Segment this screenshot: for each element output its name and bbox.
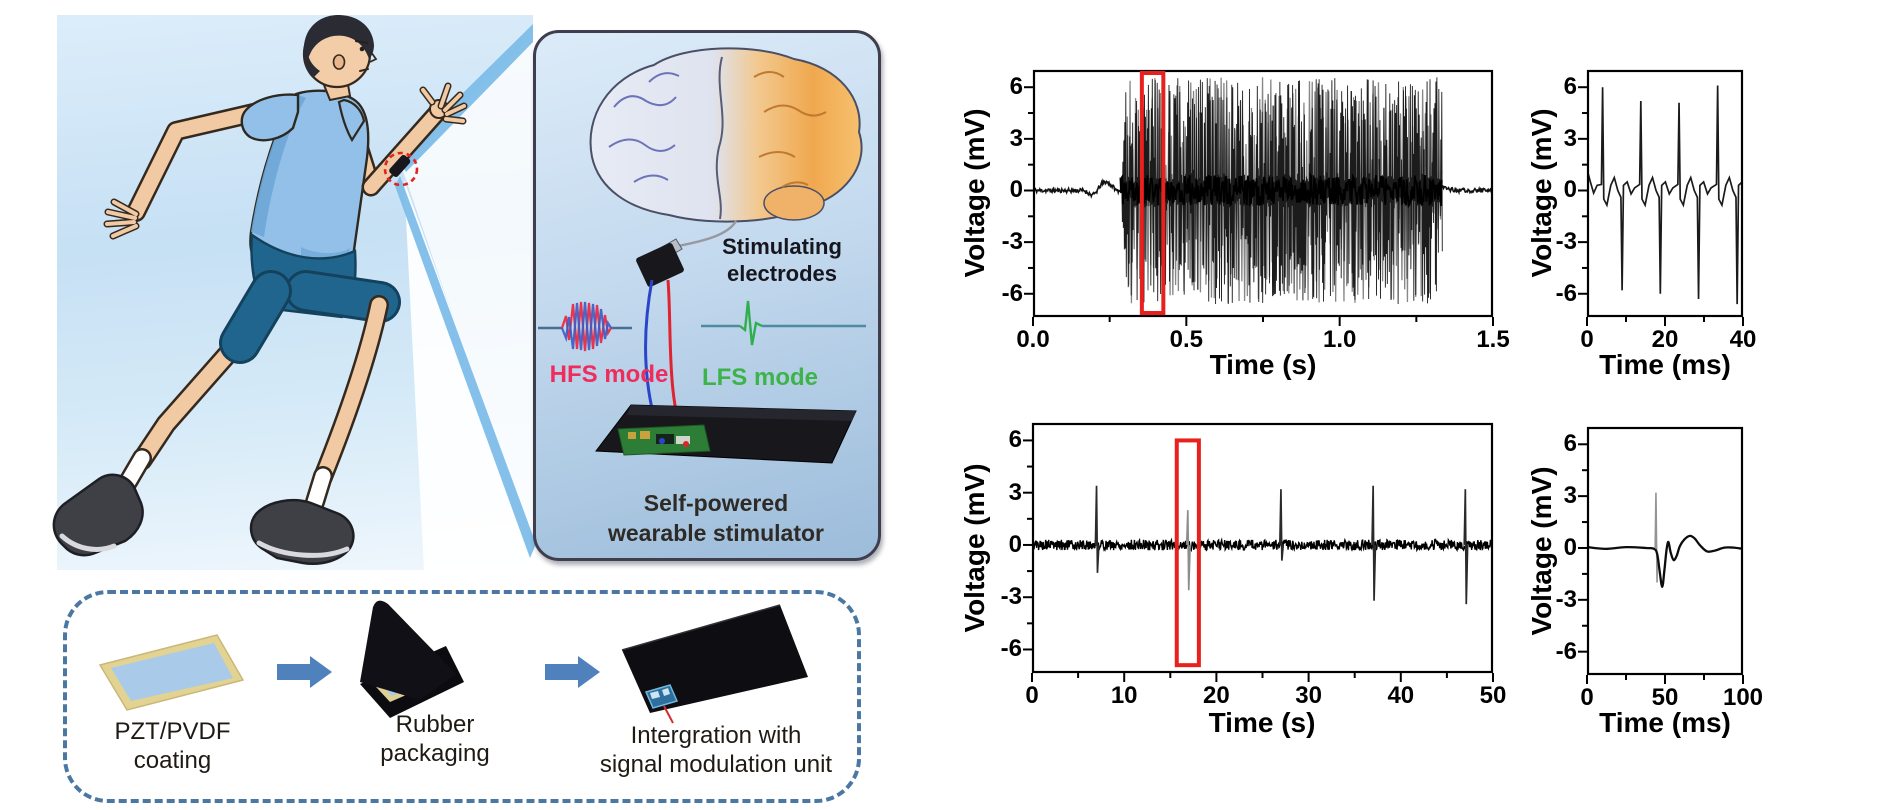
tick-label: 40 bbox=[1729, 326, 1757, 353]
tick-label: 0.0 bbox=[1016, 326, 1050, 353]
tick-label: 6 bbox=[1563, 430, 1577, 458]
tick-label: 0 bbox=[1580, 684, 1594, 711]
fabrication-step-2-label: Rubber packaging bbox=[380, 711, 490, 767]
self-powered-stimulator-label: Self-powered wearable stimulator bbox=[607, 490, 825, 546]
brain-illustration bbox=[589, 47, 863, 223]
tick-label: 6 bbox=[1563, 73, 1577, 101]
tick-label: -6 bbox=[1001, 279, 1023, 307]
tick-label: 50 bbox=[1651, 684, 1679, 711]
lfs-waveform bbox=[701, 300, 866, 346]
tick-label: -3 bbox=[1001, 228, 1023, 256]
stimulator-inset-panel: Stimulating electrodes HFS mode LFS mode… bbox=[533, 30, 881, 561]
tick-label: 0 bbox=[1009, 176, 1023, 204]
x-axis-label: Time (s) bbox=[1209, 349, 1317, 380]
y-axis-label: Voltage (mV) bbox=[959, 463, 990, 633]
tick-label: -3 bbox=[1555, 585, 1577, 613]
tick-label: 0 bbox=[1563, 176, 1577, 204]
highlight-box bbox=[1174, 438, 1201, 668]
tick-label: 3 bbox=[1009, 124, 1023, 152]
stimulating-electrodes-label: Stimulating electrodes bbox=[722, 234, 842, 286]
tick-label: -6 bbox=[1555, 637, 1577, 665]
tick-label: 3 bbox=[1563, 124, 1577, 152]
y-axis-label: Voltage (mV) bbox=[959, 108, 990, 278]
tick-label: 40 bbox=[1387, 682, 1415, 709]
y-axis-label: Voltage (mV) bbox=[1526, 108, 1557, 278]
x-axis-label: Time (s) bbox=[1208, 707, 1316, 738]
electrode-lead-wire bbox=[677, 220, 738, 248]
fabrication-process-box bbox=[63, 590, 861, 803]
chart-hfs-output-zoom: 0 20 40 6 3 0 -3 -6 bbox=[1556, 69, 1756, 353]
tick-label: 20 bbox=[1203, 682, 1230, 709]
y-axis-label: Voltage (mV) bbox=[1526, 466, 1557, 636]
chart-lfs-output-long: 0 10 20 30 40 50 6 3 0 -3 -6 bbox=[1001, 422, 1506, 709]
hfs-waveform bbox=[538, 301, 632, 352]
runner-scene-background bbox=[57, 15, 533, 570]
lfs-mode-label: LFS mode bbox=[701, 364, 818, 391]
tick-label: -3 bbox=[1000, 583, 1022, 611]
inset-graphics bbox=[538, 47, 866, 464]
tick-label: -3 bbox=[1555, 228, 1577, 256]
x-axis-label: Time (ms) bbox=[1599, 707, 1731, 738]
tick-label: 6 bbox=[1009, 73, 1023, 101]
highlight-box bbox=[1139, 71, 1166, 315]
hfs-mode-label: HFS mode bbox=[549, 361, 669, 388]
fabrication-step-1-label: PZT/PVDF coating bbox=[114, 718, 231, 774]
tick-label: -6 bbox=[1555, 279, 1577, 307]
tick-label: 100 bbox=[1722, 684, 1764, 711]
tick-label: 10 bbox=[1110, 682, 1138, 709]
fabrication-step-3-label: Intergration with signal modulation unit bbox=[599, 722, 833, 778]
tick-label: 1.0 bbox=[1322, 326, 1357, 353]
stimulator-board bbox=[595, 404, 857, 464]
tick-label: 0 bbox=[1008, 530, 1022, 558]
tick-label: 30 bbox=[1295, 682, 1322, 709]
tick-label: 0.5 bbox=[1169, 326, 1204, 353]
tick-label: -6 bbox=[1000, 635, 1022, 663]
tick-label: 3 bbox=[1563, 482, 1577, 510]
tick-label: 3 bbox=[1008, 478, 1022, 506]
tick-label: 1.5 bbox=[1476, 326, 1510, 353]
x-axis-label: Time (ms) bbox=[1599, 349, 1731, 380]
tick-label: 0 bbox=[1025, 682, 1039, 709]
stimulating-electrode-connector bbox=[636, 243, 684, 287]
tick-label: 0 bbox=[1563, 533, 1577, 561]
tick-label: 6 bbox=[1008, 426, 1022, 454]
chart-hfs-output-long: 0.0 0.5 1.0 1.5 6 3 0 -3 -6 bbox=[1002, 69, 1510, 353]
tick-label: 0 bbox=[1580, 326, 1594, 353]
tick-label: 20 bbox=[1651, 326, 1679, 353]
chart-lfs-output-zoom: 0 50 100 6 3 0 -3 -6 bbox=[1556, 426, 1763, 711]
tick-label: 50 bbox=[1479, 682, 1507, 709]
